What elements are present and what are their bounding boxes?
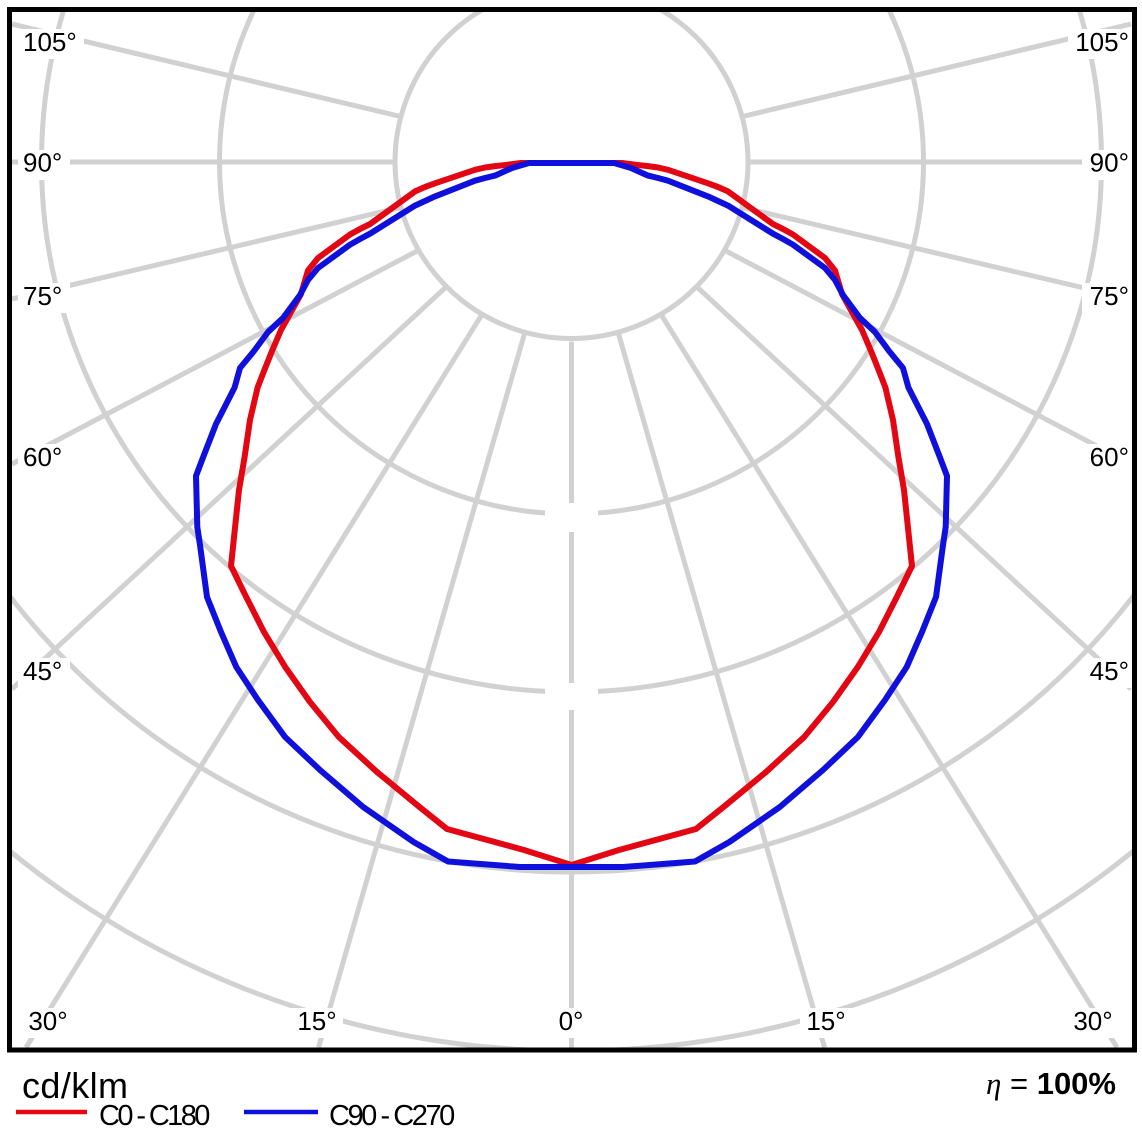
svg-text:15°: 15° [806, 1006, 845, 1036]
svg-text:15°: 15° [297, 1006, 336, 1036]
svg-text:75°: 75° [1090, 281, 1129, 311]
svg-text:45°: 45° [23, 656, 62, 686]
svg-text:60°: 60° [1090, 442, 1129, 472]
svg-text:C0 - C180: C0 - C180 [99, 1100, 209, 1132]
svg-text:C90 - C270: C90 - C270 [329, 1100, 454, 1132]
svg-text:90°: 90° [23, 148, 62, 178]
svg-text:30°: 30° [28, 1006, 67, 1036]
svg-text:cd/klm: cd/klm [22, 1065, 128, 1106]
svg-text:105°: 105° [1075, 27, 1129, 57]
svg-text:75°: 75° [23, 281, 62, 311]
svg-text:30°: 30° [1073, 1006, 1112, 1036]
svg-text:60°: 60° [23, 442, 62, 472]
svg-text:45°: 45° [1090, 656, 1129, 686]
svg-text:90°: 90° [1090, 148, 1129, 178]
svg-text:η = 100%: η = 100% [986, 1066, 1116, 1101]
svg-text:105°: 105° [23, 27, 77, 57]
svg-text:0°: 0° [559, 1006, 584, 1036]
